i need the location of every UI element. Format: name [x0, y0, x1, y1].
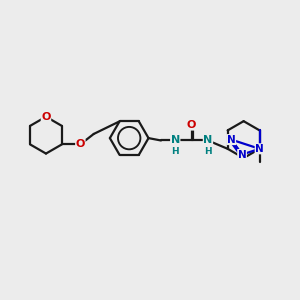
- Text: N: N: [203, 136, 213, 146]
- Text: H: H: [172, 147, 179, 156]
- Text: N: N: [238, 149, 246, 160]
- Text: N: N: [255, 144, 264, 154]
- Text: N: N: [171, 136, 180, 146]
- Text: O: O: [187, 120, 196, 130]
- Text: H: H: [204, 147, 212, 156]
- Text: N: N: [227, 135, 236, 145]
- Text: O: O: [76, 140, 85, 149]
- Text: O: O: [41, 112, 51, 122]
